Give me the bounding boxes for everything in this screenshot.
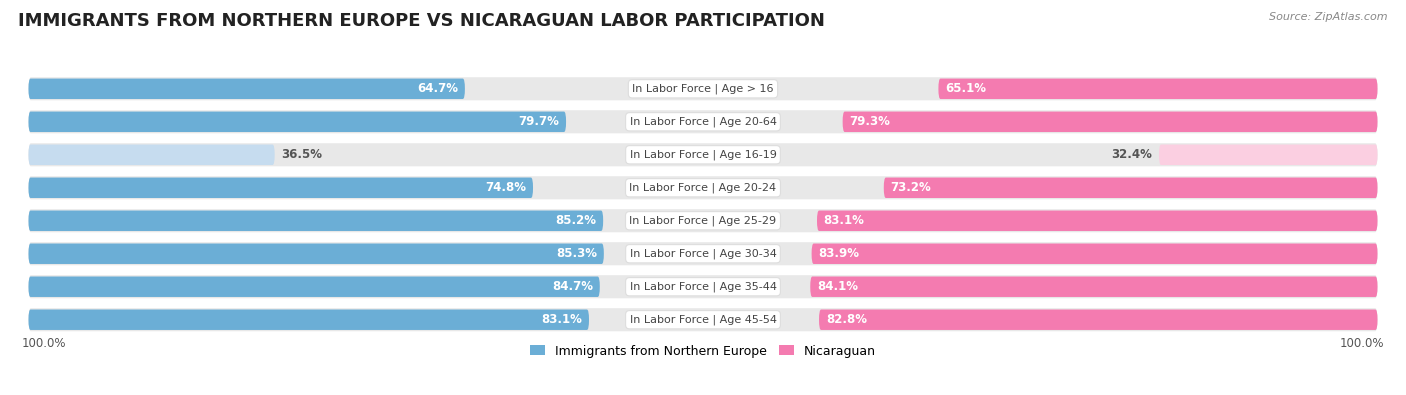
Text: 85.3%: 85.3% — [557, 247, 598, 260]
FancyBboxPatch shape — [820, 310, 1378, 330]
Legend: Immigrants from Northern Europe, Nicaraguan: Immigrants from Northern Europe, Nicarag… — [524, 340, 882, 363]
FancyBboxPatch shape — [810, 276, 1378, 297]
Text: 82.8%: 82.8% — [825, 313, 866, 326]
Text: IMMIGRANTS FROM NORTHERN EUROPE VS NICARAGUAN LABOR PARTICIPATION: IMMIGRANTS FROM NORTHERN EUROPE VS NICAR… — [18, 12, 825, 30]
FancyBboxPatch shape — [28, 308, 1378, 331]
FancyBboxPatch shape — [28, 209, 1378, 232]
Text: 84.1%: 84.1% — [817, 280, 858, 293]
FancyBboxPatch shape — [28, 145, 274, 165]
Text: 83.1%: 83.1% — [824, 214, 865, 227]
Text: 100.0%: 100.0% — [21, 337, 66, 350]
Text: 83.1%: 83.1% — [541, 313, 582, 326]
Text: 73.2%: 73.2% — [890, 181, 931, 194]
FancyBboxPatch shape — [28, 111, 567, 132]
Text: 84.7%: 84.7% — [553, 280, 593, 293]
Text: 79.3%: 79.3% — [849, 115, 890, 128]
FancyBboxPatch shape — [28, 79, 465, 99]
Text: 83.9%: 83.9% — [818, 247, 859, 260]
Text: 64.7%: 64.7% — [418, 82, 458, 95]
Text: 74.8%: 74.8% — [485, 181, 526, 194]
FancyBboxPatch shape — [28, 77, 1378, 100]
Text: In Labor Force | Age 30-34: In Labor Force | Age 30-34 — [630, 248, 776, 259]
Text: 65.1%: 65.1% — [945, 82, 986, 95]
Text: In Labor Force | Age 45-54: In Labor Force | Age 45-54 — [630, 314, 776, 325]
FancyBboxPatch shape — [842, 111, 1378, 132]
FancyBboxPatch shape — [28, 244, 603, 264]
Text: Source: ZipAtlas.com: Source: ZipAtlas.com — [1270, 12, 1388, 22]
FancyBboxPatch shape — [28, 177, 533, 198]
Text: 100.0%: 100.0% — [1340, 337, 1385, 350]
FancyBboxPatch shape — [811, 244, 1378, 264]
FancyBboxPatch shape — [884, 177, 1378, 198]
FancyBboxPatch shape — [28, 310, 589, 330]
FancyBboxPatch shape — [28, 211, 603, 231]
Text: 32.4%: 32.4% — [1111, 148, 1153, 161]
FancyBboxPatch shape — [28, 242, 1378, 265]
FancyBboxPatch shape — [28, 110, 1378, 134]
Text: In Labor Force | Age > 16: In Labor Force | Age > 16 — [633, 83, 773, 94]
Text: In Labor Force | Age 20-24: In Labor Force | Age 20-24 — [630, 182, 776, 193]
Text: In Labor Force | Age 35-44: In Labor Force | Age 35-44 — [630, 282, 776, 292]
Text: 79.7%: 79.7% — [519, 115, 560, 128]
FancyBboxPatch shape — [28, 276, 600, 297]
Text: In Labor Force | Age 16-19: In Labor Force | Age 16-19 — [630, 150, 776, 160]
FancyBboxPatch shape — [28, 176, 1378, 199]
FancyBboxPatch shape — [28, 143, 1378, 166]
FancyBboxPatch shape — [28, 275, 1378, 298]
FancyBboxPatch shape — [938, 79, 1378, 99]
FancyBboxPatch shape — [817, 211, 1378, 231]
FancyBboxPatch shape — [1159, 145, 1378, 165]
Text: In Labor Force | Age 25-29: In Labor Force | Age 25-29 — [630, 216, 776, 226]
Text: In Labor Force | Age 20-64: In Labor Force | Age 20-64 — [630, 117, 776, 127]
Text: 36.5%: 36.5% — [281, 148, 322, 161]
Text: 85.2%: 85.2% — [555, 214, 596, 227]
